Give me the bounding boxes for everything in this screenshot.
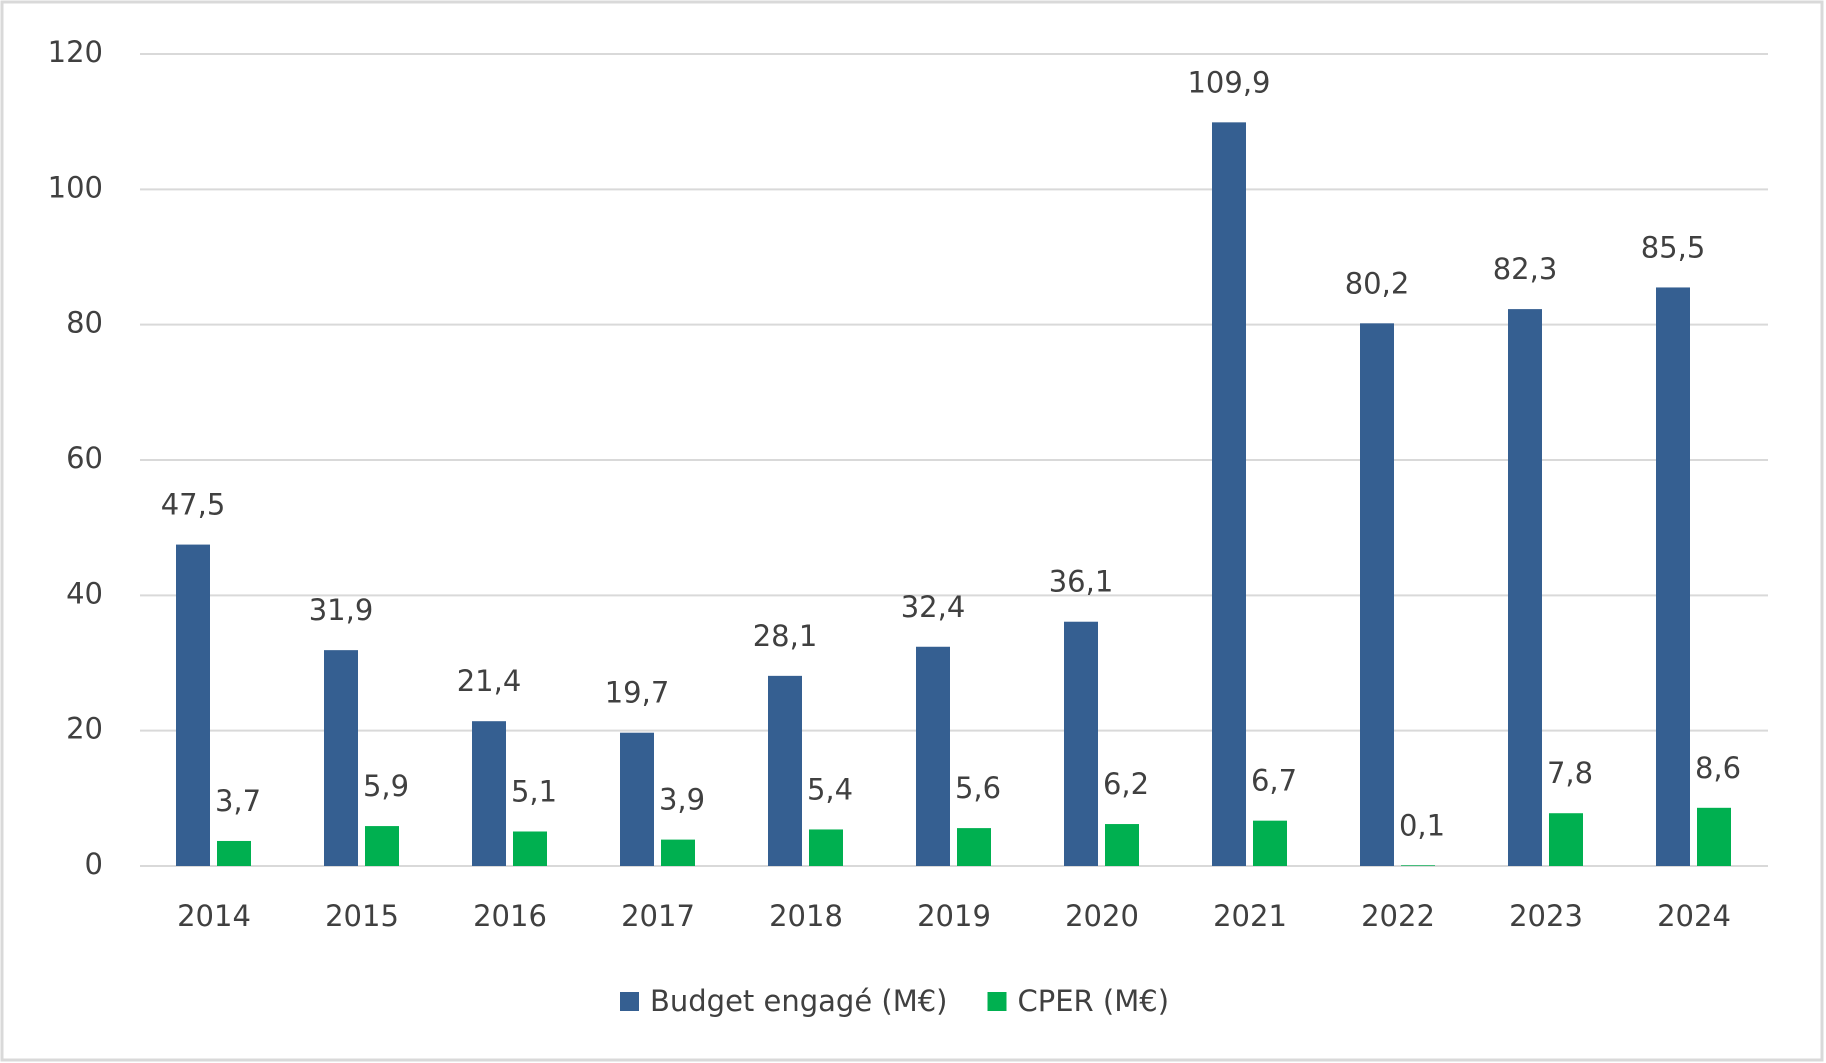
- bar: [176, 544, 210, 866]
- bar: [1360, 323, 1394, 866]
- data-label: 32,4: [901, 590, 966, 624]
- x-tick-label: 2023: [1509, 899, 1583, 933]
- data-label: 6,2: [1103, 767, 1149, 801]
- x-tick-label: 2020: [1065, 899, 1139, 933]
- x-tick-label: 2018: [769, 899, 843, 933]
- y-tick-label: 20: [66, 712, 103, 746]
- data-label: 3,7: [215, 784, 261, 818]
- x-tick-label: 2015: [325, 899, 399, 933]
- legend-swatch: [620, 992, 639, 1011]
- bar: [661, 839, 695, 866]
- data-label: 7,8: [1547, 756, 1593, 790]
- x-tick-label: 2016: [473, 899, 547, 933]
- bar: [1697, 807, 1731, 866]
- bar: [1212, 122, 1246, 867]
- bar: [324, 650, 358, 866]
- data-label: 31,9: [309, 593, 374, 627]
- bar: [1064, 621, 1098, 866]
- data-label: 85,5: [1641, 230, 1706, 264]
- legend-label: Budget engagé (M€): [650, 984, 948, 1018]
- x-tick-label: 2022: [1361, 899, 1435, 933]
- y-tick-label: 120: [48, 35, 103, 69]
- bar: [1549, 813, 1583, 866]
- y-tick-label: 100: [48, 170, 103, 204]
- bar: [513, 831, 547, 866]
- data-label: 82,3: [1493, 252, 1558, 286]
- data-label: 6,7: [1251, 764, 1297, 798]
- data-label: 3,9: [659, 783, 705, 817]
- bar: [1508, 309, 1542, 866]
- data-label: 28,1: [753, 619, 818, 653]
- bar: [768, 675, 802, 866]
- bar: [365, 826, 399, 866]
- bar: [1253, 820, 1287, 866]
- bar: [620, 732, 654, 866]
- x-tick-label: 2017: [621, 899, 695, 933]
- bar: [1401, 865, 1435, 866]
- x-tick-label: 2019: [917, 899, 991, 933]
- y-tick-label: 0: [85, 847, 103, 881]
- data-label: 80,2: [1345, 266, 1410, 300]
- data-label: 8,6: [1695, 751, 1741, 785]
- data-label: 19,7: [605, 676, 670, 710]
- x-tick-label: 2021: [1213, 899, 1287, 933]
- bar: [916, 646, 950, 866]
- bar: [809, 829, 843, 866]
- y-tick-label: 40: [66, 576, 103, 610]
- legend-label: CPER (M€): [1018, 984, 1170, 1018]
- bar: [472, 721, 506, 866]
- data-label: 5,4: [807, 772, 853, 806]
- data-label: 5,9: [363, 769, 409, 803]
- data-label: 36,1: [1049, 565, 1114, 599]
- legend-swatch: [987, 992, 1007, 1011]
- bar: [1656, 287, 1690, 866]
- data-label: 47,5: [161, 488, 226, 522]
- data-label: 0,1: [1399, 808, 1445, 842]
- y-tick-label: 80: [66, 306, 103, 340]
- data-label: 21,4: [457, 664, 522, 698]
- bar: [1105, 824, 1139, 866]
- y-tick-label: 60: [66, 441, 103, 475]
- x-tick-label: 2014: [177, 899, 251, 933]
- data-label: 5,6: [955, 771, 1001, 805]
- bar: [217, 840, 251, 866]
- data-label: 109,9: [1187, 65, 1270, 99]
- x-tick-label: 2024: [1657, 899, 1731, 933]
- bar: [957, 828, 991, 866]
- data-label: 5,1: [511, 774, 557, 808]
